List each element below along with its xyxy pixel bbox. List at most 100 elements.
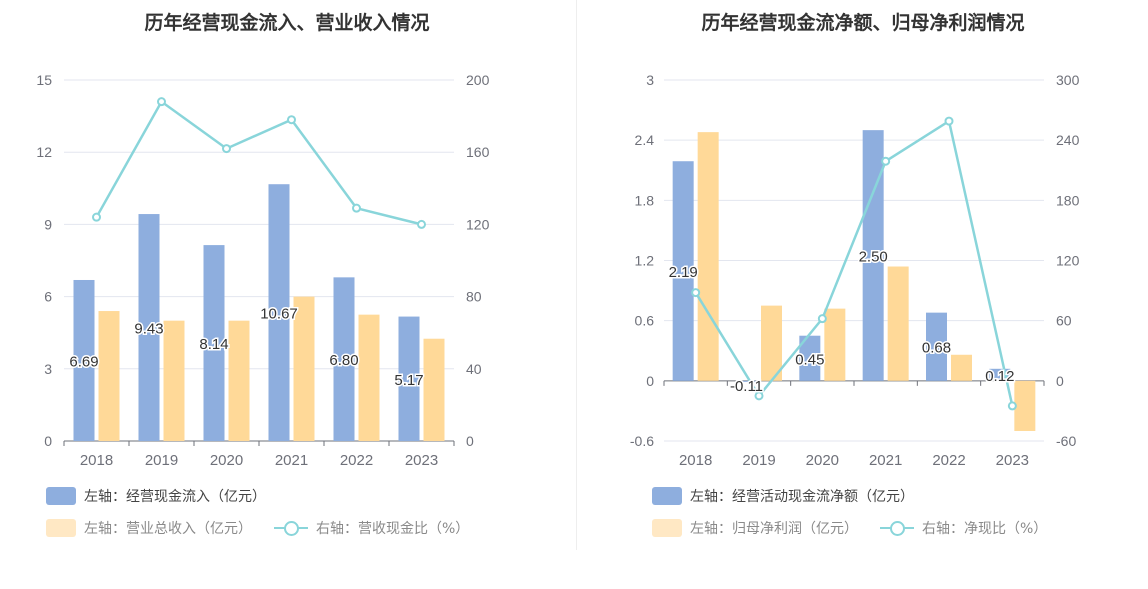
legend-item-net-profit[interactable]: 左轴：归母净利润（亿元） — [652, 518, 858, 538]
legend-row-2: 左轴：归母净利润（亿元） 右轴：净现比（%） — [652, 518, 1069, 538]
bar — [73, 279, 95, 441]
y-right-tick-label: 120 — [466, 216, 490, 232]
bar — [293, 296, 315, 441]
x-tick-label: 2018 — [679, 452, 712, 469]
ratio-line — [694, 119, 1014, 407]
bar-data-label: 10.67 — [260, 306, 298, 323]
line-point — [92, 212, 101, 222]
bar — [887, 266, 909, 381]
legend-item-cash-inflow[interactable]: 左轴：经营现金流入（亿元） — [46, 486, 266, 506]
legend-row-1: 左轴：经营活动现金流净额（亿元） — [652, 486, 936, 506]
y-right-tick-label: 180 — [1056, 192, 1080, 208]
legend-line-icon — [274, 519, 308, 537]
bar — [862, 130, 884, 381]
y-right-tick-label: 120 — [1056, 253, 1080, 269]
x-tick-label: 2019 — [742, 452, 775, 469]
y-left-tick-label: 6 — [44, 289, 52, 305]
bar — [951, 354, 972, 381]
bar-data-label: 2.19 — [669, 264, 698, 281]
y-right-tick-label: 240 — [1056, 132, 1080, 148]
x-tick-label: 2020 — [210, 452, 243, 469]
y-right-tick-label: 200 — [466, 72, 490, 88]
chart-panel-left: 历年经营现金流入、营业收入情况 0 3 6 9 12 15 0 40 80 120 160 200 20… — [36, 12, 491, 538]
x-tick-label: 2023 — [405, 452, 438, 469]
x-tick-label: 2021 — [869, 452, 902, 469]
line-point — [287, 115, 296, 125]
bar — [799, 335, 821, 381]
chart-title: 历年经营现金流净额、归母净利润情况 — [701, 12, 1025, 34]
x-tick-label: 2022 — [932, 452, 965, 469]
legend-label: 右轴：净现比（%） — [922, 521, 1048, 537]
x-tick-label: 2022 — [340, 452, 373, 469]
bar — [736, 380, 757, 382]
bar — [98, 311, 120, 441]
legend-item-cash-revenue-ratio[interactable]: 右轴：营收现金比（%） — [274, 518, 469, 538]
legend-label: 左轴：经营现金流入（亿元） — [84, 489, 266, 505]
y-left-tick-label: 3 — [646, 72, 654, 88]
chart-panel-right: 历年经营现金流净额、归母净利润情况 -0.6 0 0.6 1.2 1.8 2.4 3 -60 0… — [576, 0, 1148, 589]
y-left-tick-label: 2.4 — [635, 132, 655, 148]
line-point — [817, 314, 827, 324]
line-point — [157, 97, 166, 107]
y-right-tick-label: 160 — [466, 144, 490, 160]
bar — [672, 161, 694, 381]
legend-line-icon — [880, 519, 914, 537]
bar-data-label: 5.17 — [394, 372, 423, 389]
chart-title: 历年经营现金流入、营业收入情况 — [144, 12, 430, 34]
bar — [228, 320, 250, 441]
chart-plot-area: -0.6 0 0.6 1.2 1.8 2.4 3 -60 0 60 120 180 240 300 2018… — [630, 72, 1080, 469]
bar-data-label: 8.14 — [199, 336, 228, 353]
bar — [138, 214, 160, 441]
legend-swatch — [652, 519, 682, 537]
line-point — [1007, 401, 1017, 411]
chart-plot-area: 0 3 6 9 12 15 0 40 80 120 160 200 2018 2019 2020 2021 20… — [36, 72, 490, 469]
y-left-tick-label: 0 — [44, 433, 52, 449]
line-point — [754, 391, 764, 401]
bar — [824, 308, 846, 381]
ratio-line — [95, 99, 422, 226]
x-tick-label: 2018 — [80, 452, 113, 469]
y-left-tick-label: 0 — [646, 373, 654, 389]
line-point — [417, 219, 426, 229]
y-left-tick-label: 0.6 — [635, 313, 655, 329]
y-left-tick-label: 1.2 — [635, 253, 655, 269]
bar-data-label: -0.11 — [730, 378, 763, 395]
line-point — [881, 156, 891, 166]
bar-data-label: 0.12 — [985, 368, 1014, 385]
y-left-tick-label: 15 — [36, 72, 52, 88]
x-tick-label: 2021 — [275, 452, 308, 469]
y-right-tick-label: 0 — [466, 433, 474, 449]
bar — [761, 305, 782, 381]
bar — [358, 314, 380, 441]
bar — [398, 316, 420, 441]
x-tick-label: 2019 — [145, 452, 178, 469]
bar — [333, 277, 355, 441]
bar-data-label: 0.45 — [795, 351, 824, 368]
y-right-tick-label: 300 — [1056, 72, 1080, 88]
legend-item-net-cash-ratio[interactable]: 右轴：净现比（%） — [880, 518, 1047, 538]
legend-item-revenue[interactable]: 左轴：营业总收入（亿元） — [46, 518, 252, 538]
y-right-tick-label: 40 — [466, 361, 482, 377]
bar — [423, 338, 445, 441]
legend-row-1: 左轴：经营现金流入（亿元） — [46, 486, 288, 506]
legend-label: 左轴：经营活动现金流净额（亿元） — [690, 489, 914, 505]
line-point — [352, 203, 361, 213]
legend-swatch — [652, 487, 682, 505]
bar-data-label: 6.69 — [69, 353, 98, 370]
y-left-tick-label: 12 — [36, 144, 52, 160]
y-left-tick-label: -0.6 — [630, 433, 654, 449]
y-left-tick-label: 1.8 — [635, 192, 655, 208]
legend-row-2: 左轴：营业总收入（亿元） 右轴：营收现金比（%） — [46, 518, 491, 538]
bar — [926, 312, 947, 381]
line-point — [944, 116, 954, 126]
legend-label: 左轴：归母净利润（亿元） — [690, 521, 858, 537]
bar-data-label: 0.68 — [922, 340, 951, 357]
y-left-tick-label: 3 — [44, 361, 52, 377]
y-right-tick-label: 0 — [1056, 373, 1064, 389]
bar — [268, 184, 290, 441]
legend-item-net-cash-flow[interactable]: 左轴：经营活动现金流净额（亿元） — [652, 486, 914, 506]
bar — [1014, 380, 1036, 431]
y-left-tick-label: 9 — [44, 216, 52, 232]
y-right-tick-label: 60 — [1056, 313, 1072, 329]
legend-label: 左轴：营业总收入（亿元） — [84, 521, 252, 537]
